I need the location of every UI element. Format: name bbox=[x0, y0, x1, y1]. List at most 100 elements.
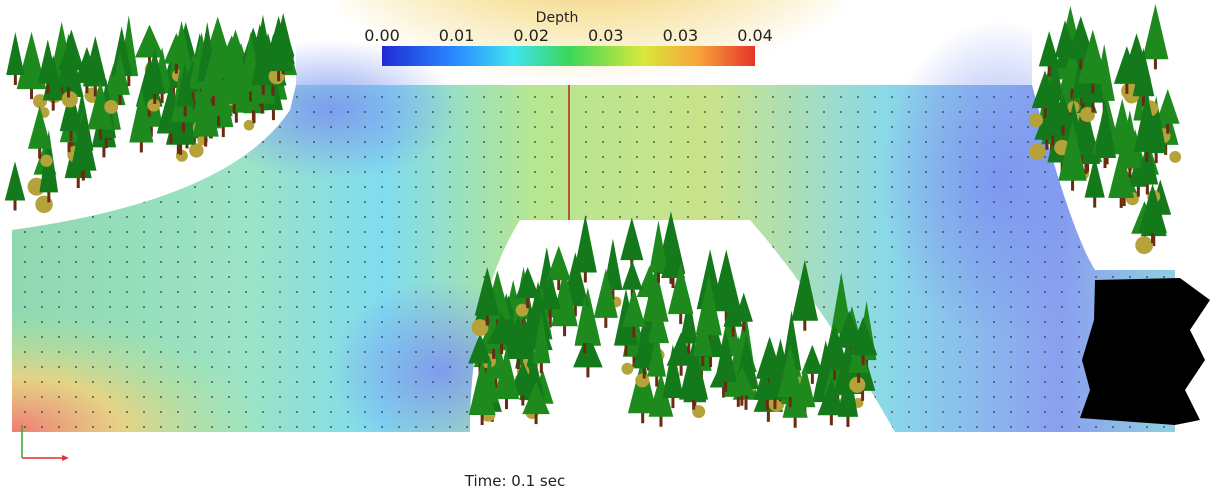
tree-crown bbox=[1052, 93, 1074, 126]
tree-trunk bbox=[641, 409, 645, 424]
shrub bbox=[268, 68, 285, 85]
tree-trunk bbox=[1091, 98, 1095, 113]
tree-trunk bbox=[232, 99, 236, 114]
tree-crown bbox=[4, 161, 26, 201]
tree-trunk bbox=[118, 90, 122, 105]
tree-crown bbox=[574, 295, 595, 344]
tree-trunk bbox=[217, 112, 221, 127]
tree-trunk bbox=[516, 355, 520, 370]
tree-trunk bbox=[846, 412, 850, 427]
tree-trunk bbox=[857, 368, 861, 383]
tree-crown bbox=[129, 87, 154, 143]
tree-trunk bbox=[671, 274, 675, 289]
shrub bbox=[189, 143, 204, 158]
tree-trunk bbox=[169, 129, 173, 144]
tree-trunk bbox=[139, 138, 143, 153]
tree-trunk bbox=[632, 322, 636, 337]
tree-trunk bbox=[174, 59, 178, 74]
tree-trunk bbox=[492, 344, 496, 359]
tree-trunk bbox=[1080, 151, 1084, 166]
axes-indicator bbox=[21, 425, 69, 461]
tree-crown bbox=[487, 312, 517, 344]
tree-trunk bbox=[1136, 182, 1140, 197]
tree-trunk bbox=[494, 374, 498, 389]
tree-crown bbox=[551, 266, 578, 327]
tree-crown bbox=[679, 294, 698, 344]
tree-trunk bbox=[740, 391, 744, 406]
tree-crown bbox=[134, 24, 165, 58]
tree-trunk bbox=[765, 395, 769, 410]
tree-trunk bbox=[500, 339, 504, 354]
tree-crown bbox=[192, 77, 219, 137]
tree-crown bbox=[263, 16, 294, 72]
tree-trunk bbox=[93, 82, 97, 97]
tree-crown bbox=[679, 338, 709, 400]
tree-crown bbox=[493, 346, 520, 400]
tree-trunk bbox=[98, 125, 102, 140]
tree-trunk bbox=[1093, 193, 1097, 208]
tree-trunk bbox=[248, 87, 252, 102]
tree-crown bbox=[474, 267, 500, 316]
tree-trunk bbox=[46, 79, 50, 94]
tree-trunk bbox=[1141, 92, 1145, 107]
tree-crown bbox=[633, 321, 656, 369]
tree-trunk bbox=[1051, 131, 1055, 146]
tree-crown bbox=[620, 217, 644, 261]
tree-trunk bbox=[51, 96, 55, 111]
tree-crown bbox=[1038, 31, 1060, 67]
colorbar-gradient bbox=[382, 46, 755, 66]
trees bbox=[4, 4, 1182, 428]
tree-trunk bbox=[724, 377, 728, 392]
tree-trunk bbox=[69, 127, 73, 142]
colorbar-tick-label: 0.02 bbox=[513, 26, 549, 45]
tree-trunk bbox=[583, 268, 587, 283]
colorbar: Depth 0.00 0.01 0.02 0.03 0.03 0.04 bbox=[364, 10, 773, 66]
tree-trunk bbox=[548, 305, 552, 320]
shrub bbox=[849, 376, 866, 393]
tree-crown bbox=[696, 249, 724, 310]
tree-trunk bbox=[709, 353, 713, 368]
tree-crown bbox=[781, 310, 802, 371]
colorbar-tick-label: 0.03 bbox=[663, 26, 699, 45]
tree-crown bbox=[622, 287, 646, 327]
shrub bbox=[61, 91, 78, 108]
tree-trunk bbox=[521, 391, 525, 406]
tree-crown bbox=[1058, 120, 1087, 181]
tree-trunk bbox=[192, 96, 196, 111]
tree-trunk bbox=[1164, 140, 1168, 155]
tree-trunk bbox=[480, 411, 484, 426]
tree-trunk bbox=[1145, 147, 1149, 162]
tree-trunk bbox=[687, 339, 691, 354]
tree-trunk bbox=[271, 106, 275, 121]
tree-trunk bbox=[251, 106, 255, 121]
tree-trunk bbox=[192, 131, 196, 146]
tree-trunk bbox=[656, 268, 660, 283]
tree-trunk bbox=[829, 411, 833, 426]
tree-crown bbox=[70, 111, 97, 171]
tree-trunk bbox=[744, 395, 748, 410]
tree-crown bbox=[82, 35, 108, 87]
tree-trunk bbox=[742, 317, 746, 332]
tree-crown bbox=[837, 358, 859, 417]
tree-trunk bbox=[484, 363, 488, 378]
tree-trunk bbox=[1128, 163, 1132, 178]
tree-crown bbox=[163, 33, 190, 64]
tree-trunk bbox=[788, 393, 792, 408]
tree-trunk bbox=[81, 166, 85, 181]
tree-trunk bbox=[679, 361, 683, 376]
tree-trunk bbox=[1045, 135, 1049, 150]
tree-trunk bbox=[736, 392, 740, 407]
tree-crown bbox=[820, 323, 850, 370]
tree-crown bbox=[603, 238, 623, 291]
tree-trunk bbox=[539, 359, 543, 374]
tree-trunk bbox=[504, 395, 508, 410]
shrub bbox=[1135, 236, 1154, 255]
tree-trunk bbox=[655, 372, 659, 387]
tree-crown bbox=[723, 294, 743, 327]
tree-trunk bbox=[1070, 84, 1074, 99]
tree-trunk bbox=[211, 91, 215, 106]
tree-crown bbox=[647, 301, 670, 344]
shrub bbox=[40, 154, 53, 167]
tree-crown bbox=[468, 332, 492, 364]
tree-crown bbox=[1136, 139, 1159, 185]
